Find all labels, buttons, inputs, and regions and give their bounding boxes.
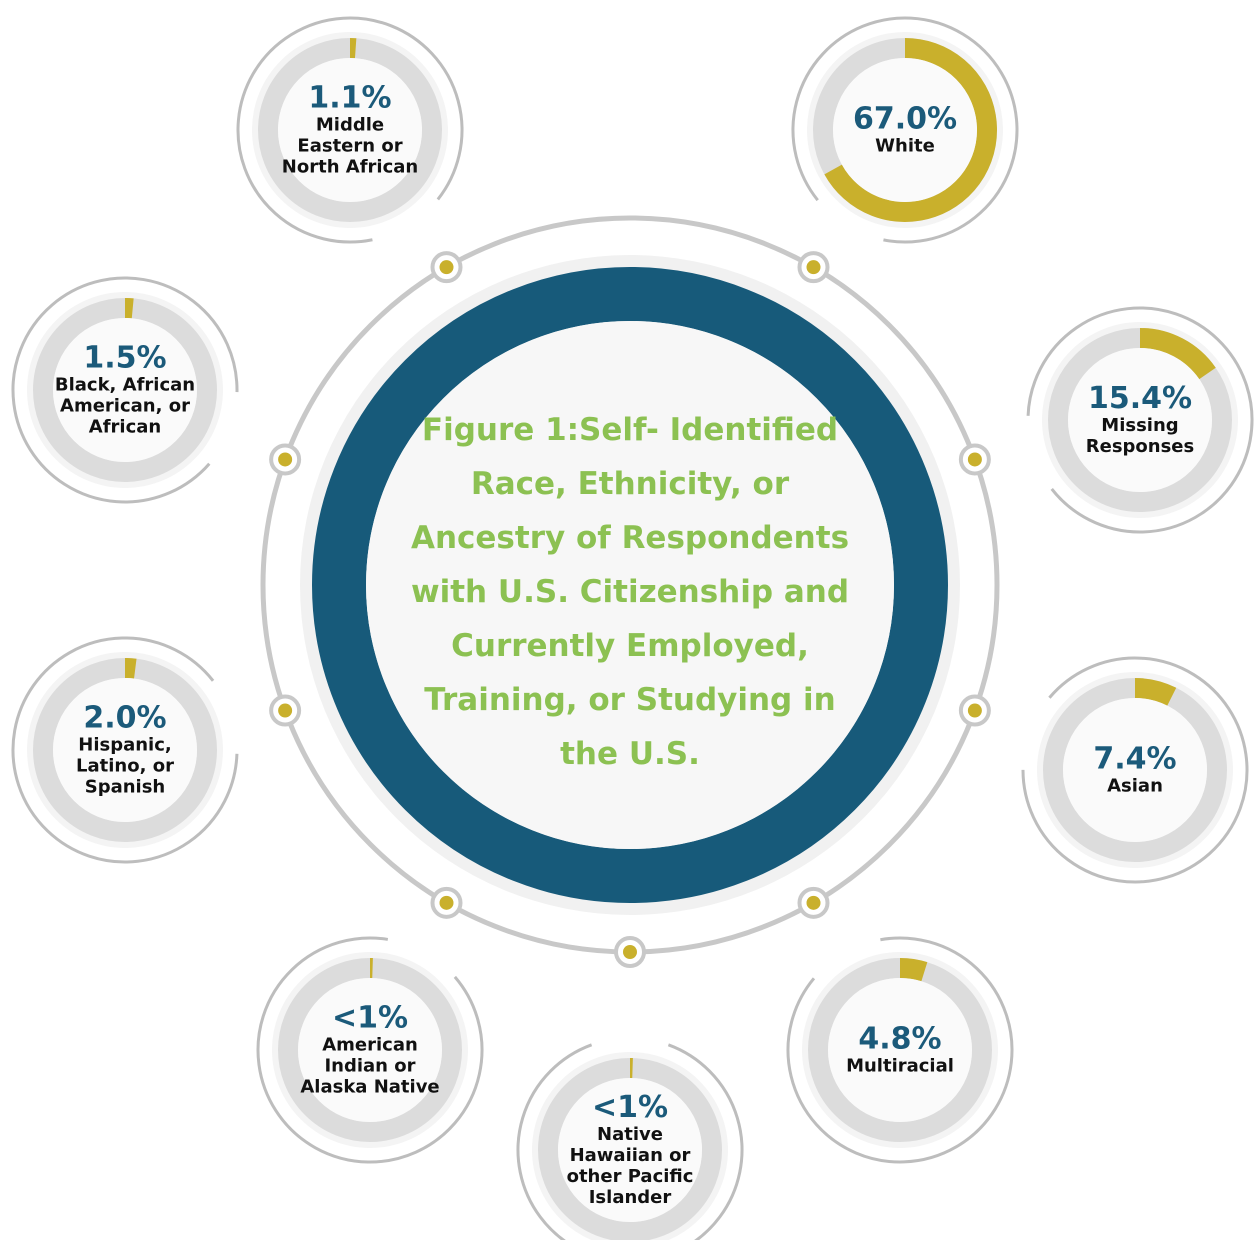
gauge-label: White: [875, 135, 935, 157]
gauge-text: 67.0% White: [830, 101, 980, 157]
gauge-value: 4.8%: [858, 1021, 942, 1057]
gauge-label: Hispanic, Latino, or Spanish: [76, 734, 174, 798]
connector-dot-core: [806, 895, 821, 910]
gauge-text: <1% American Indian or Alaska Native: [295, 1000, 445, 1098]
gauge-center: [558, 1078, 702, 1222]
gauge-value: 67.0%: [852, 101, 958, 137]
gauge-center: [53, 678, 197, 822]
gauge-value: <1%: [331, 1000, 409, 1036]
connector-dot-core: [439, 895, 454, 910]
gauge-center: [1063, 698, 1207, 842]
gauge-text: 7.4% Asian: [1060, 741, 1210, 797]
gauge-center: [53, 318, 197, 462]
chart-title: Figure 1:Self- Identified Race, Ethnicit…: [410, 412, 850, 772]
gauge-label: Multiracial: [846, 1055, 954, 1077]
gauge-frame: [786, 936, 1014, 1164]
gauge-center: [1068, 348, 1212, 492]
connector-dot-core: [623, 945, 637, 959]
gauge-frame: [236, 16, 464, 244]
gauge-frame: [11, 276, 239, 504]
gauge-center: [828, 978, 972, 1122]
gauge-frame: [791, 16, 1019, 244]
gauge-frame: [1021, 656, 1249, 884]
gauge-value: 1.5%: [83, 340, 167, 376]
connector-dot-core: [967, 703, 982, 718]
gauge-label: Black, African American, or African: [54, 374, 196, 438]
gauge-frame: [1026, 306, 1254, 534]
gauge-value: 2.0%: [83, 700, 167, 736]
center-disc: [366, 321, 894, 849]
connector-dot-core: [278, 703, 293, 718]
gauge-frame: [516, 1043, 744, 1240]
gauge-frame: [11, 636, 239, 864]
gauge-center: [833, 58, 977, 202]
gauge-label: Missing Responses: [1085, 415, 1195, 457]
gauge-value: 15.4%: [1087, 381, 1193, 416]
gauge-label: Middle Eastern or North African: [281, 114, 419, 178]
gauge-label: American Indian or Alaska Native: [300, 1034, 440, 1098]
center-ring: [312, 267, 948, 903]
gauge-label: Native Hawaiian or other Pacific Islande…: [566, 1124, 694, 1208]
connector-dot-core: [278, 452, 293, 467]
gauge-arc: [124, 658, 137, 679]
gauge-value: 1.1%: [308, 80, 392, 116]
gauge-text: 1.1% Middle Eastern or North African: [275, 80, 425, 178]
gauge-arc: [1139, 328, 1216, 380]
gauge-text: <1% Native Hawaiian or other Pacific Isla…: [555, 1090, 705, 1209]
gauge-label: Asian: [1107, 775, 1163, 797]
gauge-center: [278, 58, 422, 202]
connector-dot-core: [967, 452, 982, 467]
gauge-text: 4.8% Multiracial: [825, 1021, 975, 1077]
gauge-text: 1.5% Black, African American, or African: [50, 340, 200, 438]
gauge-arc: [1134, 678, 1177, 706]
connector-dot-core: [806, 260, 821, 275]
connector-dot-core: [439, 260, 454, 275]
gauge-arc: [899, 958, 928, 982]
gauge-value: <1%: [591, 1090, 669, 1125]
gauge-value: 7.4%: [1093, 741, 1177, 777]
gauge-center: [298, 978, 442, 1122]
gauge-text: 15.4% Missing Responses: [1065, 381, 1215, 458]
gauge-frame: [256, 936, 484, 1164]
gauge-arc: [824, 38, 997, 222]
gauge-text: 2.0% Hispanic, Latino, or Spanish: [50, 700, 200, 798]
